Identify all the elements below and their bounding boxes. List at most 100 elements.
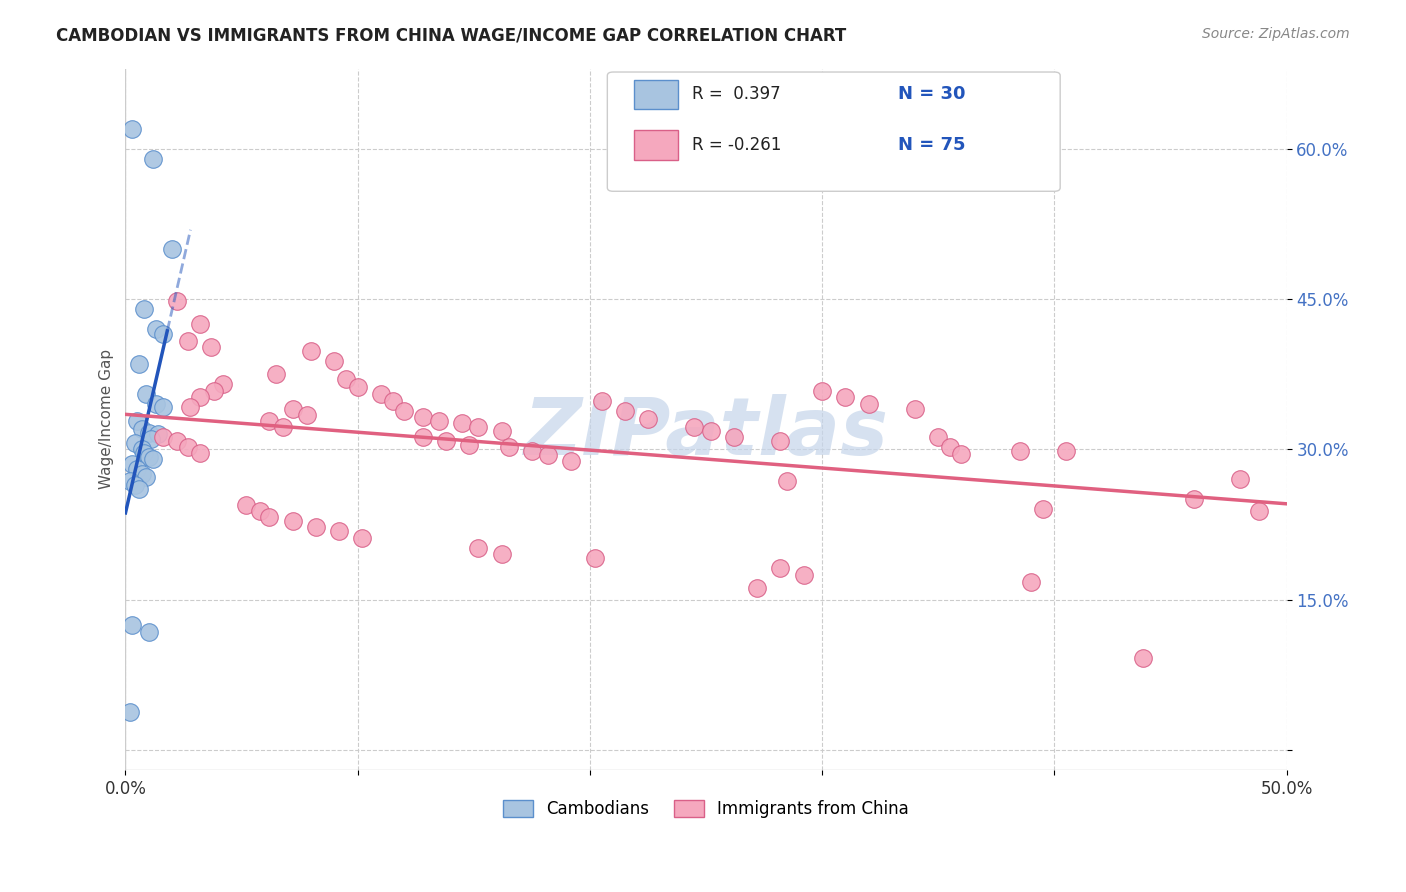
Point: [135, 387, 157, 401]
Point: [188, 390, 211, 404]
Point: [160, 242, 183, 256]
Point: [793, 567, 815, 582]
Point: [1346, 634, 1368, 648]
Point: [152, 430, 174, 444]
Point: [145, 322, 167, 336]
Point: [200, 340, 222, 354]
Point: [834, 390, 856, 404]
Point: [146, 427, 169, 442]
Point: [323, 354, 346, 368]
Point: [212, 377, 235, 392]
Point: [451, 417, 474, 431]
Point: [683, 420, 706, 434]
Point: [145, 397, 167, 411]
Point: [498, 440, 520, 454]
Point: [858, 397, 880, 411]
Point: [1392, 594, 1406, 608]
Point: [177, 334, 200, 348]
Point: [138, 426, 160, 441]
FancyBboxPatch shape: [634, 130, 678, 160]
Point: [427, 414, 450, 428]
Point: [1054, 444, 1077, 458]
Point: [166, 434, 188, 449]
Point: [699, 425, 721, 439]
Point: [128, 357, 150, 371]
Point: [520, 444, 543, 458]
Point: [776, 475, 799, 489]
Point: [121, 458, 143, 472]
Point: [124, 436, 146, 450]
Point: [188, 446, 211, 460]
Point: [381, 394, 404, 409]
Point: [769, 434, 792, 449]
Point: [591, 394, 613, 409]
Point: [1247, 504, 1270, 518]
Point: [132, 301, 155, 316]
Point: [138, 450, 160, 465]
Point: [1229, 472, 1251, 486]
Point: [491, 425, 513, 439]
Point: [1019, 574, 1042, 589]
Point: [328, 524, 350, 539]
Point: [370, 387, 392, 401]
Point: [1182, 492, 1205, 507]
Point: [1008, 444, 1031, 458]
Point: [927, 430, 949, 444]
Y-axis label: Wage/Income Gap: Wage/Income Gap: [100, 349, 114, 490]
Point: [188, 317, 211, 331]
Point: [128, 483, 150, 497]
Point: [179, 401, 201, 415]
Text: N = 75: N = 75: [897, 136, 965, 154]
Point: [613, 404, 636, 418]
Point: [259, 414, 281, 428]
Point: [583, 550, 606, 565]
Point: [458, 438, 481, 452]
Point: [745, 581, 768, 595]
Point: [811, 384, 834, 399]
Point: [142, 152, 165, 166]
Point: [124, 478, 146, 492]
Point: [235, 499, 257, 513]
Point: [939, 440, 962, 454]
Point: [131, 422, 153, 436]
Point: [904, 402, 927, 417]
Point: [121, 617, 143, 632]
Point: [346, 380, 368, 394]
Point: [177, 440, 200, 454]
Point: [637, 412, 659, 426]
Point: [142, 452, 165, 467]
Text: Source: ZipAtlas.com: Source: ZipAtlas.com: [1202, 27, 1350, 41]
Text: CAMBODIAN VS IMMIGRANTS FROM CHINA WAGE/INCOME GAP CORRELATION CHART: CAMBODIAN VS IMMIGRANTS FROM CHINA WAGE/…: [56, 27, 846, 45]
Point: [249, 504, 271, 518]
Point: [335, 372, 357, 386]
Point: [125, 414, 148, 428]
Text: R = -0.261: R = -0.261: [692, 136, 782, 154]
Point: [467, 420, 489, 434]
Point: [295, 409, 318, 423]
Point: [352, 531, 374, 545]
Point: [131, 442, 153, 457]
Point: [769, 560, 792, 574]
Point: [166, 293, 188, 308]
Point: [723, 430, 745, 444]
Point: [121, 121, 143, 136]
Text: N = 30: N = 30: [897, 86, 965, 103]
Point: [434, 434, 457, 449]
Point: [152, 401, 174, 415]
Point: [202, 384, 225, 399]
Point: [950, 447, 973, 461]
Legend: Cambodians, Immigrants from China: Cambodians, Immigrants from China: [496, 793, 915, 825]
Point: [491, 547, 513, 561]
Point: [135, 470, 157, 484]
Point: [120, 475, 142, 489]
Text: ZIPatlas: ZIPatlas: [523, 394, 889, 472]
Point: [120, 705, 142, 719]
Point: [132, 446, 155, 460]
Point: [537, 448, 560, 462]
Point: [412, 410, 434, 425]
Point: [392, 404, 415, 418]
Point: [138, 624, 160, 639]
FancyBboxPatch shape: [607, 72, 1060, 191]
Point: [259, 510, 281, 524]
Text: R =  0.397: R = 0.397: [692, 86, 780, 103]
